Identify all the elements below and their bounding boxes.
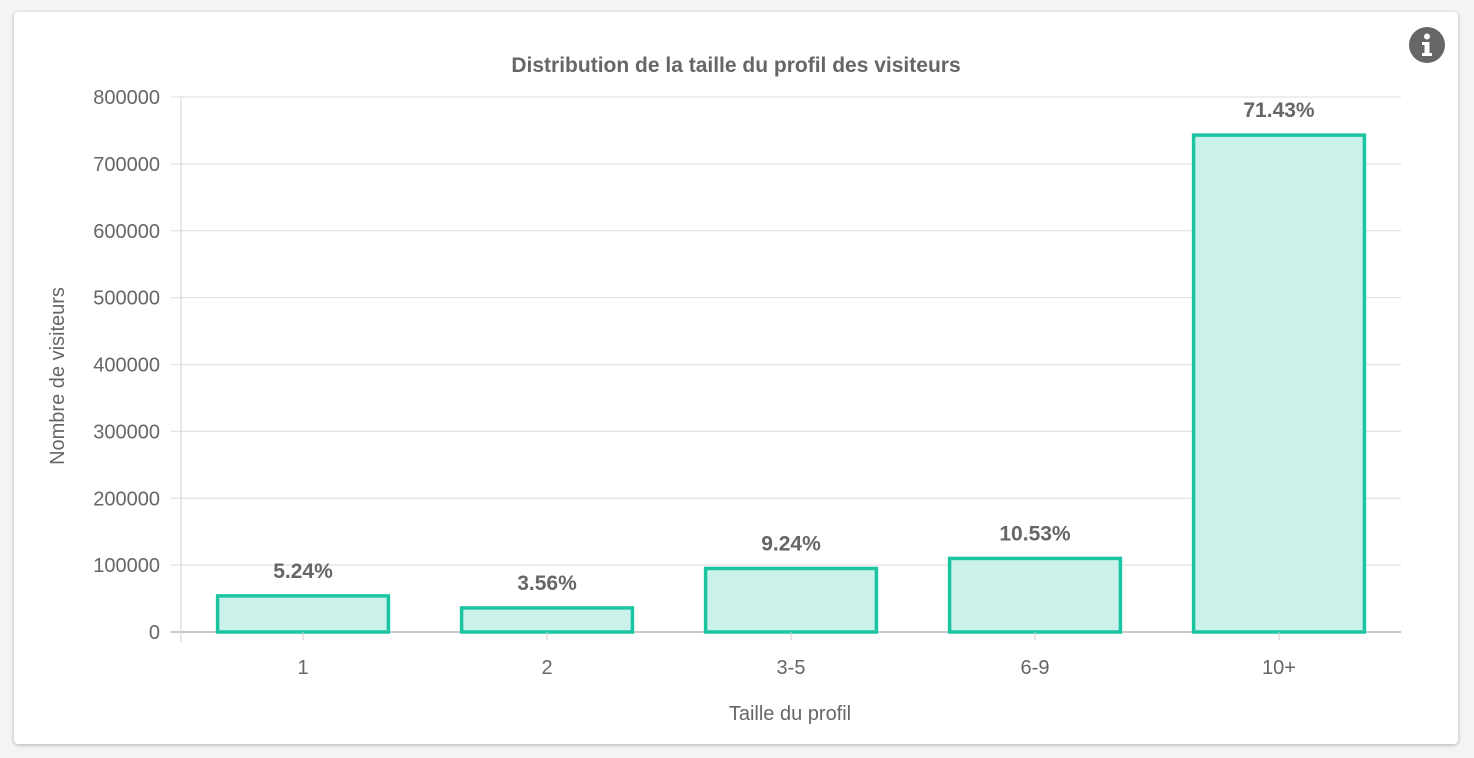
x-tick-label: 3-5 xyxy=(777,657,806,679)
bar-10+[interactable] xyxy=(1191,133,1367,634)
info-icon[interactable] xyxy=(1408,26,1446,64)
bar-6-9[interactable] xyxy=(947,556,1123,634)
y-axis-title: Nombre de visiteurs xyxy=(47,287,69,465)
y-tick-label: 400000 xyxy=(93,355,160,377)
x-axis-ticks: 1 2 3-5 6-9 10+ xyxy=(297,632,1296,679)
bar-3-5[interactable] xyxy=(703,566,879,634)
data-label: 10.53% xyxy=(999,522,1071,545)
data-label: 9.24% xyxy=(761,532,821,555)
x-axis-title: Taille du profil xyxy=(729,703,851,725)
data-labels: 5.24% 3.56% 9.24% 10.53% 71.43% xyxy=(273,99,1315,595)
bar-2[interactable] xyxy=(459,606,635,634)
bars xyxy=(215,133,1367,634)
y-tick-label: 800000 xyxy=(93,87,160,109)
data-label: 71.43% xyxy=(1243,99,1315,122)
chart: Distribution de la taille du profil des … xyxy=(47,54,1401,725)
x-tick-label: 2 xyxy=(541,657,552,679)
y-tick-label: 0 xyxy=(149,622,160,644)
x-tick-label: 6-9 xyxy=(1021,657,1050,679)
y-tick-label: 300000 xyxy=(93,421,160,443)
chart-title: Distribution de la taille du profil des … xyxy=(511,54,960,77)
y-tick-label: 100000 xyxy=(93,555,160,577)
x-tick-label: 10+ xyxy=(1262,657,1296,679)
y-tick-label: 600000 xyxy=(93,221,160,243)
grid-lines xyxy=(171,96,1401,642)
data-label: 3.56% xyxy=(517,572,577,595)
y-tick-label: 500000 xyxy=(93,288,160,310)
y-tick-label: 200000 xyxy=(93,488,160,510)
x-tick-label: 1 xyxy=(297,657,308,679)
y-tick-label: 700000 xyxy=(93,154,160,176)
data-label: 5.24% xyxy=(273,560,333,583)
bar-1[interactable] xyxy=(215,594,391,634)
y-axis-ticks: 0 100000 200000 300000 400000 500000 600000 700… xyxy=(93,87,160,644)
chart-card: Distribution de la taille du profil des … xyxy=(14,12,1458,744)
